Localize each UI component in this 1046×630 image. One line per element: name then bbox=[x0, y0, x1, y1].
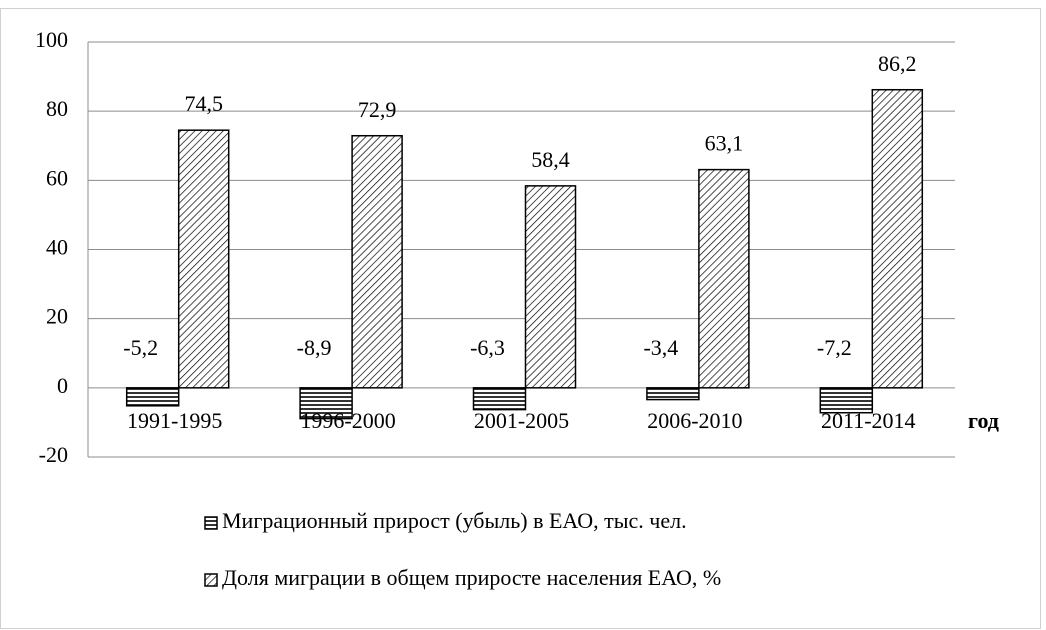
x-tick-label: 2006-2010 bbox=[647, 408, 742, 433]
y-tick-label: 100 bbox=[35, 27, 68, 52]
value-label: -8,9 bbox=[297, 335, 332, 360]
legend-swatch bbox=[204, 516, 218, 530]
value-label: 86,2 bbox=[878, 51, 917, 76]
y-tick-label: 20 bbox=[46, 304, 68, 329]
bar bbox=[472, 387, 527, 411]
x-axis-label: год bbox=[968, 408, 999, 433]
bar bbox=[125, 387, 180, 407]
value-label: 63,1 bbox=[705, 131, 744, 156]
x-tick-label: 1996-2000 bbox=[300, 408, 395, 433]
x-tick-label: 2011-2014 bbox=[821, 408, 916, 433]
bar bbox=[351, 134, 403, 389]
y-tick-label: 0 bbox=[57, 373, 68, 398]
frame bbox=[0, 8, 1041, 629]
x-tick-label: 1991-1995 bbox=[127, 408, 222, 433]
bar bbox=[819, 387, 874, 414]
value-label: -7,2 bbox=[817, 335, 852, 360]
value-label: 72,9 bbox=[358, 97, 397, 122]
value-label: -5,2 bbox=[123, 335, 158, 360]
value-label: 74,5 bbox=[184, 91, 223, 116]
value-label: 58,4 bbox=[531, 147, 570, 172]
bar bbox=[299, 387, 353, 420]
x-tick-label: 2001-2005 bbox=[474, 408, 569, 433]
y-tick-label: 80 bbox=[46, 96, 68, 121]
bar bbox=[646, 387, 700, 401]
legend-label: Доля миграции в общем приросте населения… bbox=[222, 565, 721, 590]
bar bbox=[871, 88, 924, 389]
legend-label: Миграционный прирост (убыль) в ЕАО, тыс.… bbox=[222, 508, 687, 533]
bar bbox=[698, 168, 750, 389]
y-tick-label: 60 bbox=[46, 165, 68, 190]
bar bbox=[177, 129, 230, 389]
legend-swatch bbox=[204, 573, 218, 587]
y-tick-label: 40 bbox=[46, 235, 68, 260]
bar bbox=[524, 185, 577, 389]
value-label: -3,4 bbox=[643, 335, 678, 360]
y-tick-label: -20 bbox=[39, 442, 68, 467]
value-label: -6,3 bbox=[470, 335, 505, 360]
